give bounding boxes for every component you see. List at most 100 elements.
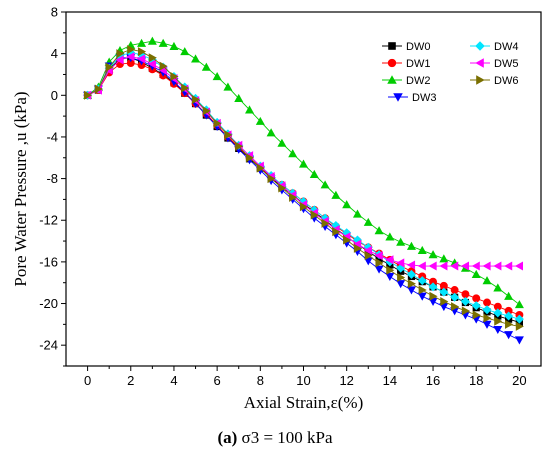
legend-marker <box>475 58 484 68</box>
data-point <box>472 310 481 320</box>
data-point <box>439 261 448 271</box>
data-point <box>343 235 352 245</box>
data-point <box>397 273 406 282</box>
data-point <box>472 294 481 303</box>
data-point <box>127 44 136 54</box>
data-point <box>277 138 287 147</box>
data-point <box>289 192 298 202</box>
data-point <box>493 308 503 318</box>
caption-text: σ3 = 100 kPa <box>241 428 333 447</box>
data-point <box>352 239 362 249</box>
data-point <box>288 149 298 158</box>
data-point <box>147 36 157 45</box>
data-point <box>407 279 416 289</box>
data-point <box>267 174 276 184</box>
y-tick-label: -8 <box>46 171 58 186</box>
data-point <box>213 118 222 128</box>
data-point <box>385 272 395 281</box>
data-point <box>482 320 492 329</box>
data-point <box>363 245 372 255</box>
data-point <box>374 226 384 235</box>
data-point <box>482 305 492 315</box>
data-point <box>493 302 502 311</box>
data-point <box>386 265 395 275</box>
data-point <box>482 276 492 285</box>
x-tick-label: 20 <box>512 373 526 388</box>
legend-label: DW5 <box>494 58 518 70</box>
figure-caption: (a) σ3 = 100 kPa <box>0 428 550 448</box>
data-point <box>169 41 179 50</box>
data-point <box>148 53 157 63</box>
data-point <box>137 47 147 57</box>
series-line <box>87 57 520 323</box>
series-dw1 <box>83 59 524 319</box>
data-point <box>202 106 211 116</box>
data-point <box>352 209 362 218</box>
data-point <box>406 260 416 270</box>
y-tick-label: 8 <box>51 5 58 20</box>
series-line <box>87 49 520 327</box>
legend-marker <box>388 42 396 50</box>
x-tick-label: 2 <box>127 373 134 388</box>
caption-label: (a) <box>217 428 238 447</box>
data-point <box>471 261 480 271</box>
series-dw0 <box>83 54 524 326</box>
legend-label: DW6 <box>494 75 518 87</box>
x-tick-label: 14 <box>383 373 397 388</box>
data-point <box>450 261 459 271</box>
data-point <box>418 285 427 295</box>
data-point <box>266 128 276 137</box>
y-axis-title: Pore Water Pressure ,u (kPa) <box>11 91 30 286</box>
data-point <box>429 291 438 301</box>
data-point <box>493 283 503 292</box>
data-point <box>428 250 438 259</box>
data-point <box>180 47 190 56</box>
data-point <box>504 291 514 300</box>
data-point <box>223 82 233 91</box>
data-point <box>235 141 244 151</box>
data-point <box>321 218 330 228</box>
data-point <box>126 52 135 62</box>
legend-label: DW4 <box>494 41 518 53</box>
legend-item-dw0: DW0 <box>382 41 430 53</box>
data-point <box>396 258 405 268</box>
data-point <box>493 325 503 335</box>
x-tick-label: 6 <box>214 373 221 388</box>
data-point <box>342 200 352 209</box>
y-tick-label: -16 <box>39 254 58 269</box>
chart: 0 2 4 6 8 10 12 14 16 18 20 -24 -20 -16 -12 -8 -4 0 4 8 DW0… <box>11 5 542 412</box>
data-point <box>428 261 437 271</box>
legend-marker <box>387 58 397 68</box>
legend-marker <box>475 41 485 51</box>
data-point <box>494 316 503 326</box>
data-point <box>256 163 265 173</box>
data-point <box>201 62 211 71</box>
data-point <box>364 251 373 261</box>
data-point <box>514 261 524 271</box>
series-layer <box>83 36 524 345</box>
legend-item-dw5: DW5 <box>470 58 518 70</box>
data-point <box>181 83 190 93</box>
data-point <box>504 306 513 315</box>
data-point <box>417 245 427 255</box>
data-point <box>116 49 125 59</box>
data-point <box>299 202 308 212</box>
data-point <box>504 261 513 271</box>
data-point <box>191 54 201 63</box>
data-point <box>428 282 438 292</box>
data-point <box>396 280 406 289</box>
data-point <box>105 62 114 72</box>
data-point <box>396 237 406 246</box>
x-tick-label: 10 <box>296 373 310 388</box>
data-point <box>493 261 502 271</box>
data-point <box>483 298 491 307</box>
data-point <box>429 277 438 286</box>
data-point <box>451 302 460 312</box>
data-point <box>417 276 427 286</box>
data-point <box>461 306 470 316</box>
legend-item-dw4: DW4 <box>470 41 518 53</box>
data-point <box>332 227 341 237</box>
data-point <box>461 290 470 299</box>
x-tick-label: 4 <box>170 373 177 388</box>
data-point <box>331 190 341 199</box>
